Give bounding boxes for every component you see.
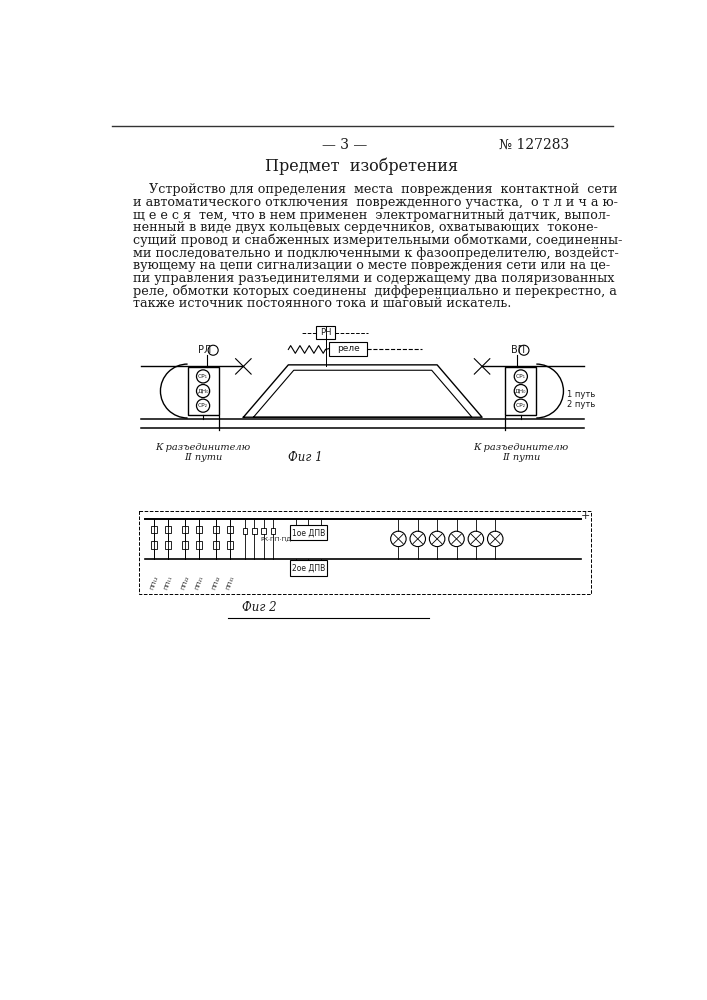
Text: РН: РН [320,328,332,337]
Text: СР₁: СР₁ [516,374,526,379]
Text: 2 путь: 2 путь [567,400,595,409]
Circle shape [197,370,210,383]
Text: ДН₀: ДН₀ [197,389,209,394]
Bar [196,541,202,549]
Text: 1 путь: 1 путь [567,390,595,399]
Bar [271,528,275,534]
Bar [151,526,158,533]
Text: К разъединителю: К разъединителю [473,443,568,452]
Text: II пути: II пути [184,453,222,462]
Circle shape [514,370,527,383]
Text: — 3 —: — 3 — [322,138,367,152]
Circle shape [449,531,464,547]
Text: пи управления разъединителями и содержащему два поляризованных: пи управления разъединителями и содержащ… [132,272,614,285]
Text: Фиг 1: Фиг 1 [288,451,322,464]
Text: ненный в виде двух кольцевых сердечников, охватывающих  токоне-: ненный в виде двух кольцевых сердечников… [132,221,597,234]
Text: вующему на цепи сигнализации о месте повреждения сети или на це-: вующему на цепи сигнализации о месте пов… [132,259,609,272]
Bar [329,342,368,356]
Bar [290,525,327,540]
Bar [165,526,171,533]
Text: ПП₂₁: ПП₂₁ [194,575,204,590]
Bar [290,560,327,576]
Text: сущий провод и снабженных измерительными обмотками, соединенны-: сущий провод и снабженных измерительными… [132,234,622,247]
Bar [261,528,266,534]
Text: щ е е с я  тем, что в нем применен  электромагнитный датчик, выпол-: щ е е с я тем, что в нем применен электр… [132,209,610,222]
Circle shape [410,531,426,547]
Text: ми последовательно и подключенными к фазоопределителю, воздейст-: ми последовательно и подключенными к фаз… [132,247,619,260]
Bar [182,526,188,533]
Circle shape [514,399,527,412]
Text: ПП₂₂: ПП₂₂ [180,575,190,590]
Bar [139,511,590,594]
Bar [252,528,257,534]
Text: РЛ: РЛ [198,345,211,355]
Text: ПП₁₂: ПП₁₂ [149,575,159,590]
Bar [213,541,219,549]
Bar [187,367,218,415]
Text: ВП: ВП [510,345,525,355]
Text: также источник постоянного тока и шаговый искатель.: также источник постоянного тока и шаговы… [132,297,511,310]
Text: реле: реле [337,344,359,353]
Text: РК·ПП·ПД: РК·ПП·ПД [260,536,291,541]
Circle shape [488,531,503,547]
Bar [165,541,171,549]
Bar [151,541,158,549]
Text: и автоматического отключения  поврежденного участка,  о т л и ч а ю-: и автоматического отключения поврежденно… [132,196,617,209]
Bar [182,541,188,549]
Text: II пути: II пути [502,453,540,462]
Text: ПП₁₁: ПП₁₁ [163,575,173,590]
Circle shape [391,531,406,547]
Circle shape [468,531,484,547]
Text: СР₂: СР₂ [198,403,208,408]
Bar [243,528,247,534]
Text: ПП₃₁: ПП₃₁ [226,575,235,590]
Circle shape [197,384,210,398]
Bar [316,326,335,339]
Bar [213,526,219,533]
Text: № 127283: № 127283 [499,138,569,152]
Bar [506,367,537,415]
Text: 2ое ДПВ: 2ое ДПВ [292,564,325,573]
Text: 1ое ДПВ: 1ое ДПВ [292,528,325,537]
Bar [227,526,233,533]
Circle shape [514,384,527,398]
Text: ДН₀: ДН₀ [515,389,527,394]
Text: Предмет  изобретения: Предмет изобретения [265,157,459,175]
Text: СР₁: СР₁ [198,374,208,379]
Circle shape [429,531,445,547]
Text: Фиг 2: Фиг 2 [242,601,276,614]
Text: К разъединителю: К разъединителю [156,443,251,452]
Text: Устройство для определения  места  повреждения  контактной  сети: Устройство для определения места поврежд… [132,183,617,196]
Bar [196,526,202,533]
Bar [227,541,233,549]
Text: реле, обмотки которых соединены  дифференциально и перекрестно, а: реле, обмотки которых соединены дифферен… [132,285,617,298]
Text: ПП₃₂: ПП₃₂ [211,575,221,590]
Circle shape [197,399,210,412]
Text: СР₂: СР₂ [516,403,526,408]
Text: +: + [581,511,590,521]
